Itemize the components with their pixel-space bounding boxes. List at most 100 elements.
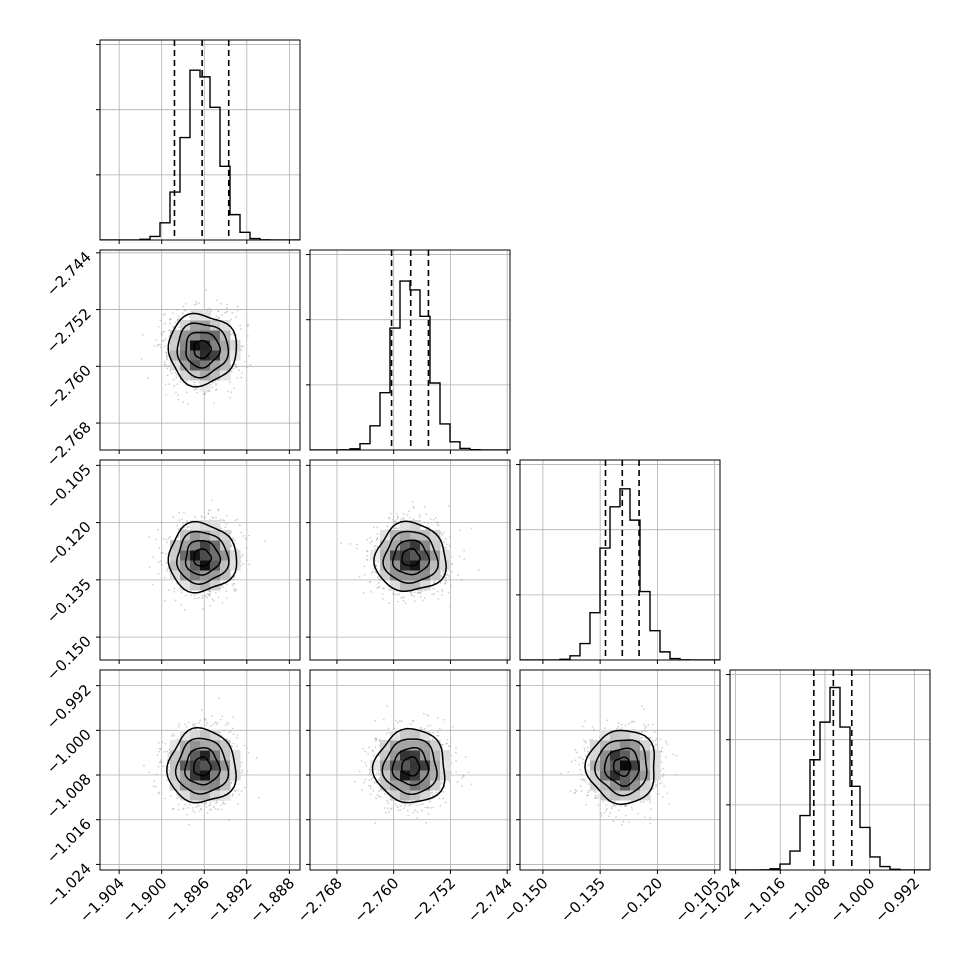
scatter-point: [408, 517, 411, 519]
density-cell: [200, 730, 211, 741]
scatter-point: [264, 540, 266, 543]
scatter-point: [377, 576, 380, 579]
scatter-point: [217, 509, 220, 512]
scatter-point: [584, 749, 586, 752]
scatter-point: [631, 808, 634, 811]
scatter-point: [640, 737, 642, 739]
y-tick-label: −0.135: [43, 575, 95, 627]
scatter-point: [182, 528, 185, 531]
density-cell: [420, 760, 431, 771]
scatter-point: [426, 806, 429, 809]
scatter-point: [204, 594, 207, 597]
scatter-point: [389, 808, 392, 811]
x-tick-label: −1.000: [827, 874, 879, 926]
density-cell: [190, 370, 201, 381]
density-cell: [400, 540, 411, 551]
x-tick-label: −0.992: [871, 874, 923, 926]
scatter-point: [231, 794, 234, 797]
scatter-point: [396, 600, 399, 603]
density-cell: [220, 550, 231, 561]
scatter-point: [211, 499, 214, 502]
scatter-point: [158, 748, 161, 750]
scatter-point: [366, 559, 369, 561]
scatter-point: [652, 739, 654, 742]
scatter-point: [184, 594, 187, 597]
scatter-point: [364, 778, 367, 781]
y-tick-label: −2.752: [43, 305, 95, 357]
scatter-point: [177, 394, 179, 396]
density-cell: [190, 310, 201, 321]
scatter-point: [229, 730, 232, 732]
scatter-point: [441, 590, 444, 593]
scatter-point: [243, 786, 246, 789]
scatter-point: [358, 575, 361, 578]
density-cell: [210, 530, 221, 541]
scatter-point: [236, 548, 239, 550]
scatter-point: [374, 822, 377, 824]
scatter-point: [156, 343, 159, 346]
scatter-point: [163, 363, 166, 366]
density-cell: [610, 780, 621, 791]
scatter-point: [436, 731, 439, 734]
scatter-point: [180, 604, 183, 606]
scatter-point: [674, 773, 677, 776]
scatter-point: [368, 779, 371, 782]
scatter-point: [442, 570, 445, 572]
scatter-point: [212, 599, 215, 602]
x-tick-label: −1.888: [246, 874, 298, 926]
scatter-point: [236, 309, 239, 312]
scatter-point: [194, 722, 197, 725]
scatter-point: [650, 808, 653, 811]
scatter-point: [641, 736, 644, 739]
scatter-point: [169, 536, 171, 538]
density-cell: [200, 540, 211, 551]
scatter-point: [215, 382, 217, 385]
scatter-point: [235, 316, 237, 318]
scatter-point: [236, 518, 239, 521]
scatter-point: [240, 761, 243, 764]
contour-1: [184, 747, 221, 786]
scatter-point: [404, 602, 407, 605]
scatter-point: [374, 746, 377, 749]
density-cell: [630, 740, 641, 751]
scatter-point: [168, 318, 171, 321]
scatter-point: [234, 519, 236, 522]
density-cell: [190, 760, 201, 771]
scatter-point: [170, 795, 172, 797]
scatter-point: [205, 288, 208, 291]
scatter-point: [148, 771, 151, 774]
scatter-point: [597, 794, 600, 797]
scatter-point: [605, 804, 608, 807]
scatter-point: [456, 574, 459, 577]
scatter-point: [410, 591, 413, 593]
scatter-point: [209, 725, 212, 728]
density-cell: [380, 770, 391, 781]
scatter-point: [431, 791, 433, 794]
scatter-point: [400, 596, 403, 599]
scatter-point: [421, 809, 423, 812]
density-cell: [210, 780, 221, 791]
density-cell: [640, 740, 651, 751]
scatter-point: [236, 377, 239, 379]
scatter-point: [373, 781, 376, 784]
scatter-point: [162, 765, 165, 767]
scatter-point: [223, 802, 226, 805]
panel-content: [100, 460, 300, 660]
scatter-point: [428, 526, 431, 529]
scatter-point: [146, 376, 149, 379]
scatter-point: [363, 573, 366, 576]
density-cell: [180, 780, 191, 791]
density-cell: [600, 790, 611, 801]
scatter-point: [617, 725, 620, 728]
scatter-point: [156, 754, 159, 756]
scatter-point: [222, 519, 225, 522]
scatter-point: [603, 811, 606, 814]
scatter-point: [449, 745, 452, 748]
scatter-point: [200, 516, 203, 519]
scatter-point: [206, 811, 209, 814]
scatter-point: [593, 797, 596, 800]
scatter-point: [378, 578, 380, 581]
scatter-point: [209, 801, 212, 803]
density-cell: [420, 560, 431, 571]
